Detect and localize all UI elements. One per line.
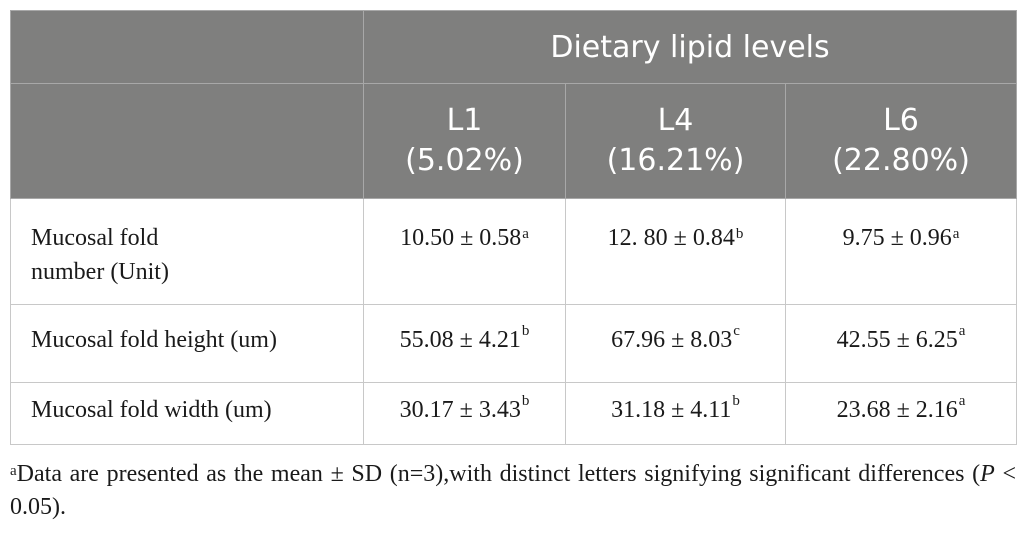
header-empty-label xyxy=(10,83,364,199)
cell-value: 31.18 ± 4.11 xyxy=(611,397,732,423)
cell-value: 30.17 ± 3.43 xyxy=(399,397,521,423)
table-row: Mucosal fold number (Unit) 10.50 ± 0.58a… xyxy=(10,198,1017,305)
significance-letter: b xyxy=(521,393,530,409)
table-row: Mucosal fold width (um) 30.17 ± 3.43b 31… xyxy=(10,382,1017,445)
significance-letter: b xyxy=(732,393,740,409)
significance-letter: a xyxy=(522,226,529,242)
cell-value: 9.75 ± 0.96 xyxy=(842,225,952,251)
row-label-line: Mucosal fold xyxy=(31,225,159,251)
significance-letter: a xyxy=(958,323,966,339)
footnote-text-end: < 0.05). xyxy=(10,461,1016,520)
cell-value: 55.08 ± 4.21 xyxy=(399,327,521,353)
cell-value: 10.50 ± 0.58 xyxy=(400,225,522,251)
column-label: L1 xyxy=(446,103,483,138)
column-sub: (16.21%) xyxy=(606,143,745,178)
row-label: Mucosal fold width (um) xyxy=(10,382,364,445)
column-label: L4 xyxy=(657,103,694,138)
footnote-marker: a xyxy=(10,463,17,479)
cell-value: 67.96 ± 8.03 xyxy=(611,327,733,353)
table-body: Mucosal fold number (Unit) 10.50 ± 0.58a… xyxy=(10,198,1017,445)
significance-letter: a xyxy=(958,393,966,409)
footnote-italic: P xyxy=(980,461,995,487)
header-row-group: Dietary lipid levels xyxy=(10,10,1017,84)
table-cell: 30.17 ± 3.43b xyxy=(363,382,566,445)
table-cell: 9.75 ± 0.96a xyxy=(785,198,1017,305)
cell-value: 12. 80 ± 0.84 xyxy=(607,225,735,251)
column-header-l6: L6 (22.80%) xyxy=(785,83,1017,199)
table-cell: 31.18 ± 4.11b xyxy=(565,382,786,445)
table-header: Dietary lipid levels L1 (5.02%) L4 (16.2… xyxy=(10,10,1017,199)
row-label-line: number (Unit) xyxy=(31,259,169,285)
group-header: Dietary lipid levels xyxy=(363,10,1017,84)
table-cell: 42.55 ± 6.25a xyxy=(785,304,1017,383)
header-empty-corner xyxy=(10,10,364,84)
table-row: Mucosal fold height (um) 55.08 ± 4.21b 6… xyxy=(10,304,1017,383)
column-label: L6 xyxy=(883,103,919,138)
column-sub: (22.80%) xyxy=(832,143,970,178)
cell-value: 23.68 ± 2.16 xyxy=(836,397,958,423)
column-header-l4: L4 (16.21%) xyxy=(565,83,786,199)
table-cell: 12. 80 ± 0.84b xyxy=(565,198,786,305)
significance-letter: b xyxy=(521,323,530,339)
column-header-l1: L1 (5.02%) xyxy=(363,83,566,199)
significance-letter: b xyxy=(735,226,744,242)
table-cell: 10.50 ± 0.58a xyxy=(363,198,566,305)
column-sub: (5.02%) xyxy=(405,143,524,178)
table-cell: 55.08 ± 4.21b xyxy=(363,304,566,383)
data-table: Dietary lipid levels L1 (5.02%) L4 (16.2… xyxy=(10,10,1017,445)
row-label: Mucosal fold height (um) xyxy=(10,304,364,383)
table-footnote: aData are presented as the mean ± SD (n=… xyxy=(10,458,1016,524)
header-row-columns: L1 (5.02%) L4 (16.21%) L6 (22.80%) xyxy=(10,83,1017,199)
row-label: Mucosal fold number (Unit) xyxy=(10,198,364,305)
cell-value: 42.55 ± 6.25 xyxy=(836,327,958,353)
footnote-text: Data are presented as the mean ± SD (n=3… xyxy=(16,461,981,487)
significance-letter: a xyxy=(952,226,960,242)
table-cell: 67.96 ± 8.03c xyxy=(565,304,786,383)
significance-letter: c xyxy=(733,323,740,339)
table-cell: 23.68 ± 2.16a xyxy=(785,382,1017,445)
